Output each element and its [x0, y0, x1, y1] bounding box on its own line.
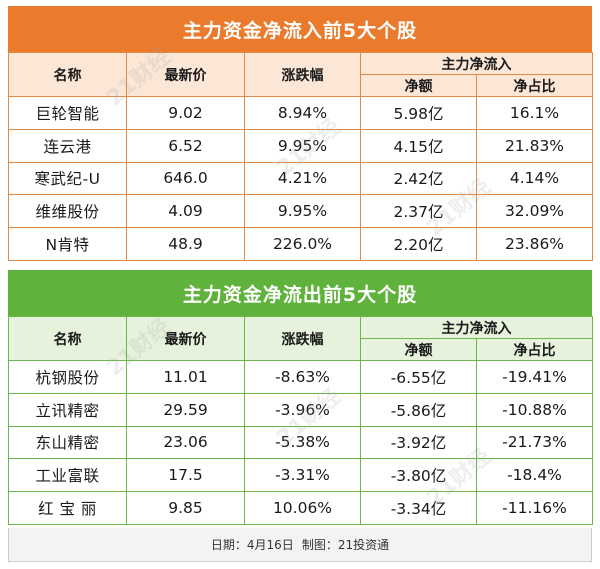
net-amount: 5.98亿: [360, 96, 477, 130]
stock-price: 646.0: [126, 161, 245, 196]
stock-name: 连云港: [8, 128, 127, 163]
header-name: 名称: [8, 52, 127, 97]
inflow-table: 名称 最新价 涨跌幅 主力净流入 净额 净占比 巨轮智能 9.02 8.94% …: [8, 52, 593, 261]
net-amount: -6.55亿: [360, 360, 477, 394]
stock-name: 工业富联: [8, 458, 127, 493]
stock-price: 23.06: [126, 425, 245, 460]
table-row: 红 宝 丽 9.85 10.06% -3.34亿 -11.16%: [8, 491, 593, 525]
net-ratio: -11.16%: [476, 491, 593, 525]
net-amount: 2.37亿: [360, 194, 477, 229]
table-row: 东山精密 23.06 -5.38% -3.92亿 -21.73%: [8, 425, 593, 460]
net-amount: -3.80亿: [360, 458, 477, 493]
net-amount: -3.92亿: [360, 425, 477, 460]
footer-credits: 日期：4月16日 制图：21投资通: [8, 528, 592, 562]
stock-change: 8.94%: [244, 96, 361, 130]
stock-name: 红 宝 丽: [8, 491, 127, 525]
stock-change: 10.06%: [244, 491, 361, 525]
stock-name: N肯特: [8, 227, 127, 261]
footer-maker: 制图：21投资通: [301, 538, 390, 552]
net-ratio: -18.4%: [476, 458, 593, 493]
stock-price: 9.02: [126, 96, 245, 130]
net-ratio: -19.41%: [476, 360, 593, 394]
header-ratio: 净占比: [476, 74, 593, 97]
stock-change: 9.95%: [244, 194, 361, 229]
stock-change: 9.95%: [244, 128, 361, 163]
net-amount: 4.15亿: [360, 128, 477, 163]
net-amount: 2.42亿: [360, 161, 477, 196]
outflow-table: 名称 最新价 涨跌幅 主力净流入 净额 净占比 杭钢股份 11.01 -8.63…: [8, 316, 593, 525]
net-amount: 2.20亿: [360, 227, 477, 261]
stock-change: 226.0%: [244, 227, 361, 261]
table-row: 工业富联 17.5 -3.31% -3.80亿 -18.4%: [8, 458, 593, 493]
header-price: 最新价: [126, 316, 245, 361]
outflow-section: 主力资金净流出前5大个股 名称 最新价 涨跌幅 主力净流入 净额 净占比 杭钢股…: [8, 270, 593, 525]
stock-change: -8.63%: [244, 360, 361, 394]
stock-change: -5.38%: [244, 425, 361, 460]
stock-price: 11.01: [126, 360, 245, 394]
stock-price: 29.59: [126, 392, 245, 427]
table-row: 巨轮智能 9.02 8.94% 5.98亿 16.1%: [8, 96, 593, 130]
outflow-title: 主力资金净流出前5大个股: [8, 270, 592, 316]
stock-price: 9.85: [126, 491, 245, 525]
footer-date: 日期：4月16日: [210, 538, 294, 552]
header-amount: 净额: [360, 74, 477, 97]
stock-change: 4.21%: [244, 161, 361, 196]
stock-name: 维维股份: [8, 194, 127, 229]
net-ratio: -10.88%: [476, 392, 593, 427]
net-ratio: 4.14%: [476, 161, 593, 196]
table-row: 连云港 6.52 9.95% 4.15亿 21.83%: [8, 128, 593, 163]
table-row: 维维股份 4.09 9.95% 2.37亿 32.09%: [8, 194, 593, 229]
header-change: 涨跌幅: [244, 52, 361, 97]
net-ratio: -21.73%: [476, 425, 593, 460]
net-amount: -5.86亿: [360, 392, 477, 427]
stock-name: 杭钢股份: [8, 360, 127, 394]
stock-price: 6.52: [126, 128, 245, 163]
stock-name: 巨轮智能: [8, 96, 127, 130]
net-ratio: 32.09%: [476, 194, 593, 229]
table-row: N肯特 48.9 226.0% 2.20亿 23.86%: [8, 227, 593, 261]
stock-change: -3.31%: [244, 458, 361, 493]
stock-name: 东山精密: [8, 425, 127, 460]
stock-price: 17.5: [126, 458, 245, 493]
stock-name: 寒武纪-U: [8, 161, 127, 196]
inflow-title: 主力资金净流入前5大个股: [8, 6, 592, 52]
net-amount: -3.34亿: [360, 491, 477, 525]
net-ratio: 23.86%: [476, 227, 593, 261]
table-row: 寒武纪-U 646.0 4.21% 2.42亿 4.14%: [8, 161, 593, 196]
header-amount: 净额: [360, 338, 477, 361]
net-ratio: 21.83%: [476, 128, 593, 163]
header-group: 主力净流入: [360, 52, 593, 75]
stock-price: 4.09: [126, 194, 245, 229]
table-row: 立讯精密 29.59 -3.96% -5.86亿 -10.88%: [8, 392, 593, 427]
stock-change: -3.96%: [244, 392, 361, 427]
net-ratio: 16.1%: [476, 96, 593, 130]
header-change: 涨跌幅: [244, 316, 361, 361]
header-name: 名称: [8, 316, 127, 361]
header-group: 主力净流入: [360, 316, 593, 339]
header-ratio: 净占比: [476, 338, 593, 361]
table-row: 杭钢股份 11.01 -8.63% -6.55亿 -19.41%: [8, 360, 593, 394]
stock-price: 48.9: [126, 227, 245, 261]
header-price: 最新价: [126, 52, 245, 97]
stock-name: 立讯精密: [8, 392, 127, 427]
inflow-section: 主力资金净流入前5大个股 名称 最新价 涨跌幅 主力净流入 净额 净占比 巨轮智…: [8, 6, 593, 261]
